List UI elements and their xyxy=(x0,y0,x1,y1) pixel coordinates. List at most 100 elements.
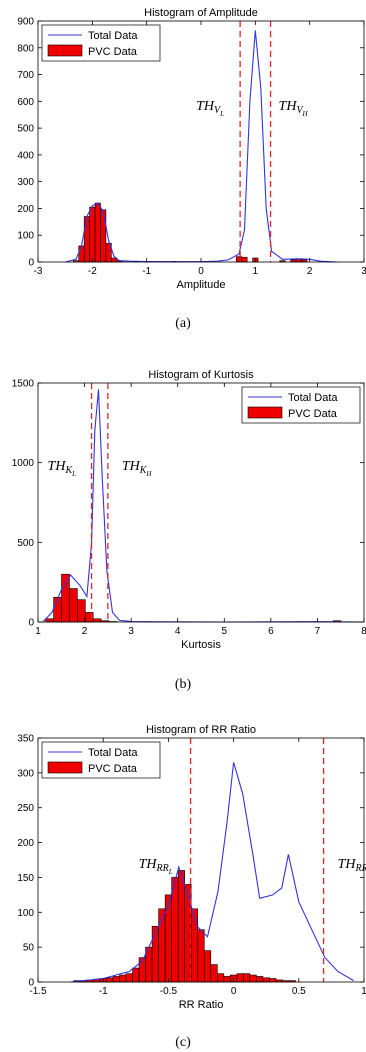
threshold-label: THRRL xyxy=(139,857,173,876)
x-tick-label: -1 xyxy=(99,986,108,997)
legend-label: PVC Data xyxy=(88,763,138,775)
y-tick-label: 350 xyxy=(17,734,34,745)
x-axis-label: RR Ratio xyxy=(179,999,224,1011)
figure-caption: (b) xyxy=(175,677,192,692)
pvc-bar xyxy=(112,976,120,983)
legend-label: Total Data xyxy=(88,30,138,42)
x-tick-label: 8 xyxy=(361,626,366,637)
figure-caption: (c) xyxy=(175,1035,191,1050)
legend-bar-swatch xyxy=(47,44,83,57)
y-tick-label: 0 xyxy=(28,978,34,989)
pvc-bar xyxy=(100,209,107,263)
pvc-bar xyxy=(223,976,231,983)
x-axis-label: Amplitude xyxy=(177,279,226,291)
x-tick-label: -0.5 xyxy=(160,986,178,997)
legend-bar-swatch xyxy=(247,406,283,419)
pvc-bar xyxy=(45,618,54,623)
pvc-bar xyxy=(164,894,172,983)
axes-box xyxy=(37,737,365,983)
pvc-bar xyxy=(61,573,70,623)
x-tick-label: 1 xyxy=(253,266,259,277)
threshold-label: THRRH xyxy=(338,857,366,876)
x-tick-label: -1 xyxy=(142,266,151,277)
pvc-bar xyxy=(269,978,277,983)
x-tick-label: -3 xyxy=(34,266,43,277)
x-tick-label: 0.5 xyxy=(292,986,306,997)
y-tick-label: 900 xyxy=(17,17,34,28)
pvc-bar xyxy=(243,973,251,983)
x-tick-label: 4 xyxy=(175,626,181,637)
y-tick-label: 600 xyxy=(17,97,34,108)
x-tick-label: 6 xyxy=(268,626,274,637)
y-tick-label: 250 xyxy=(17,803,34,814)
y-tick-label: 800 xyxy=(17,43,34,54)
chart-title: Histogram of RR Ratio xyxy=(146,724,256,736)
pvc-bar xyxy=(132,967,140,983)
pvc-bar xyxy=(190,908,199,983)
y-tick-label: 400 xyxy=(17,150,34,161)
pvc-bar xyxy=(256,976,264,983)
y-tick-label: 1000 xyxy=(12,458,35,469)
pvc-bar xyxy=(177,870,185,983)
y-tick-label: 300 xyxy=(17,768,34,779)
pvc-bar xyxy=(106,977,114,983)
y-tick-label: 500 xyxy=(17,538,34,549)
y-tick-label: 100 xyxy=(17,908,34,919)
chart-title: Histogram of Kurtosis xyxy=(148,369,254,381)
y-tick-label: 200 xyxy=(17,204,34,215)
figure-caption: (a) xyxy=(175,316,191,331)
legend-label: PVC Data xyxy=(88,46,138,58)
y-tick-label: 0 xyxy=(28,258,34,269)
x-tick-label: 0 xyxy=(198,266,204,277)
threshold-label: THKL xyxy=(48,459,77,478)
y-tick-label: 300 xyxy=(17,177,34,188)
pvc-bar xyxy=(236,973,244,983)
pvc-bar xyxy=(217,973,225,983)
x-tick-label: 1 xyxy=(361,986,366,997)
y-tick-label: 100 xyxy=(17,231,34,242)
pvc-bar xyxy=(241,256,248,263)
y-tick-label: 500 xyxy=(17,124,34,135)
pvc-bar xyxy=(125,973,133,983)
pvc-bar xyxy=(83,216,90,263)
legend-label: PVC Data xyxy=(288,408,338,420)
pvc-bar xyxy=(295,259,302,263)
y-tick-label: 0 xyxy=(28,618,34,629)
x-tick-label: -2 xyxy=(88,266,97,277)
pvc-bar xyxy=(171,877,179,983)
x-tick-label: 7 xyxy=(315,626,321,637)
x-tick-label: 3 xyxy=(128,626,134,637)
pvc-bar xyxy=(53,597,62,623)
pvc-bar xyxy=(151,925,159,983)
pvc-bar xyxy=(203,950,212,983)
pvc-bar xyxy=(89,206,96,263)
pvc-bar xyxy=(210,964,218,983)
pvc-bar xyxy=(197,929,205,983)
axes-box xyxy=(37,382,365,623)
legend: Total Data PVC Data xyxy=(241,386,361,424)
total-data-line xyxy=(65,30,337,263)
pvc-bar xyxy=(77,599,86,623)
x-tick-label: 1 xyxy=(35,626,41,637)
legend: Total Data PVC Data xyxy=(41,24,161,62)
threshold-label: THVL xyxy=(196,99,224,118)
y-tick-label: 150 xyxy=(17,873,34,884)
y-tick-label: 50 xyxy=(23,943,35,954)
x-tick-label: -1.5 xyxy=(29,986,47,997)
chart-3: THRRL THRRH -1.5 -1 -0.5 0 0.5 1 0 50 100 150 200 250… xyxy=(17,724,366,1050)
x-tick-label: 2 xyxy=(82,626,88,637)
chart-1: THVL THVH -3 -2 -1 0 1 2 3 0 100 200 300 400 500 600 700… xyxy=(17,7,366,331)
chart-title: Histogram of Amplitude xyxy=(144,7,258,19)
x-axis-label: Kurtosis xyxy=(181,639,221,651)
pvc-bar xyxy=(69,588,78,623)
pvc-bar xyxy=(262,977,270,983)
threshold-label: THKH xyxy=(122,459,153,478)
x-tick-label: 5 xyxy=(222,626,228,637)
pvc-bar xyxy=(249,974,257,983)
pvc-bar xyxy=(92,618,102,623)
x-tick-label: 2 xyxy=(307,266,313,277)
x-tick-label: 3 xyxy=(361,266,366,277)
legend-box xyxy=(241,386,361,424)
legend-bar-swatch xyxy=(47,761,83,774)
